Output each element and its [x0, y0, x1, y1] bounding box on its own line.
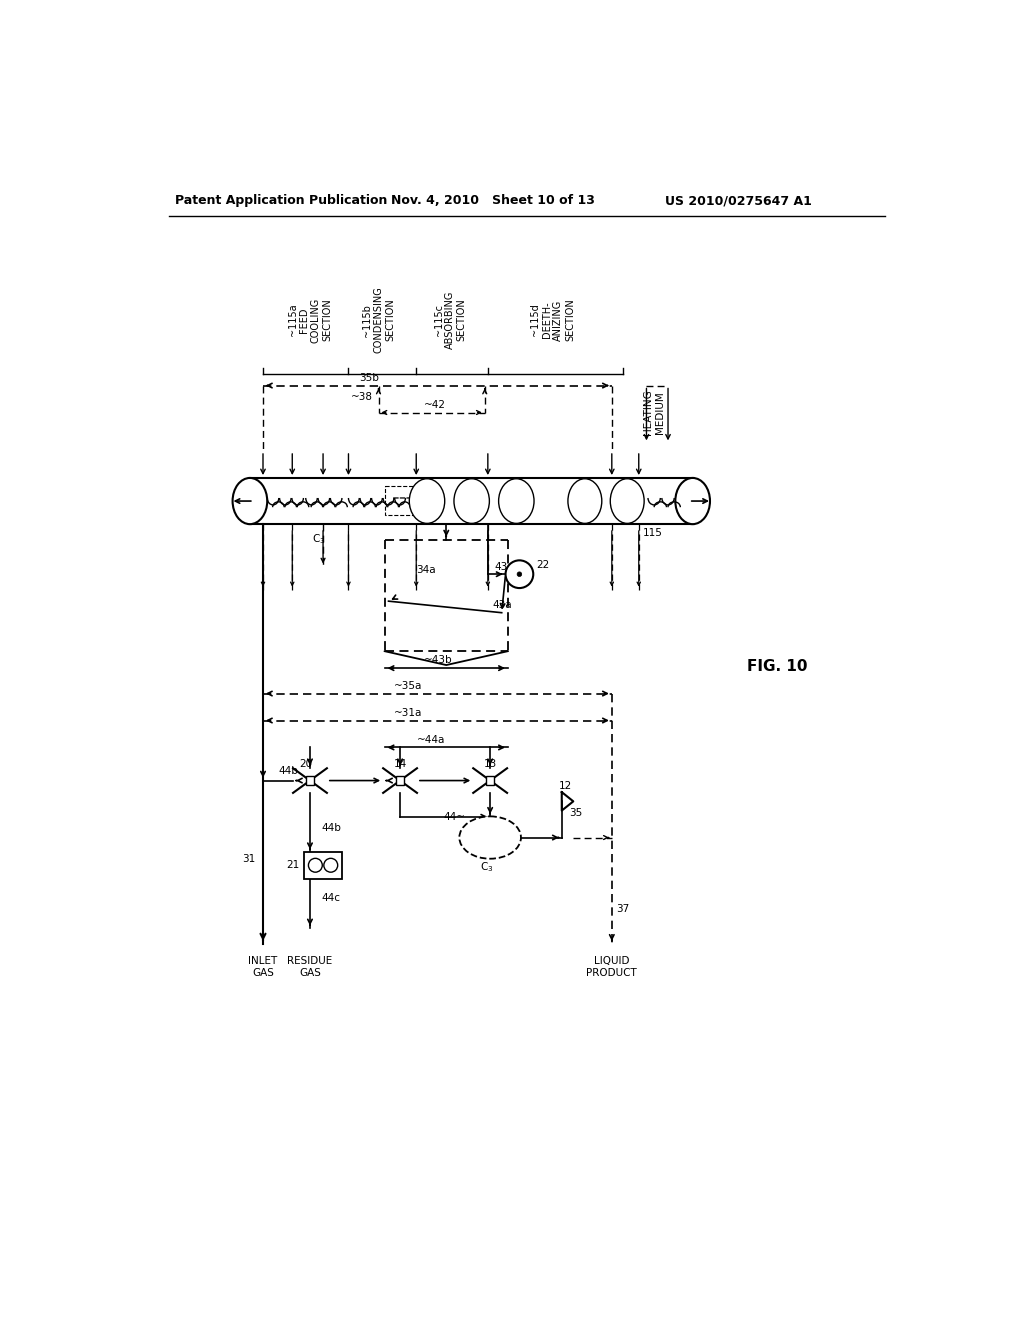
Text: 20: 20 [300, 759, 312, 768]
Text: 35b: 35b [359, 372, 379, 383]
Text: INLET
GAS: INLET GAS [249, 956, 278, 978]
Text: 115: 115 [643, 528, 663, 539]
Text: ~38: ~38 [350, 392, 373, 403]
Text: ~115b
CONDENSING
SECTION: ~115b CONDENSING SECTION [361, 286, 395, 354]
Text: 44~: 44~ [443, 812, 465, 822]
Text: Patent Application Publication: Patent Application Publication [174, 194, 387, 207]
Text: 21: 21 [287, 861, 300, 870]
Text: 34a: 34a [416, 565, 435, 576]
Circle shape [506, 560, 534, 589]
Text: 22: 22 [537, 560, 550, 570]
Text: 43a: 43a [493, 601, 512, 610]
Text: Nov. 4, 2010   Sheet 10 of 13: Nov. 4, 2010 Sheet 10 of 13 [390, 194, 594, 207]
Text: 35: 35 [569, 808, 583, 818]
Ellipse shape [454, 479, 489, 524]
Text: ~43b: ~43b [424, 656, 453, 665]
Text: ~42: ~42 [424, 400, 445, 409]
Ellipse shape [410, 479, 444, 524]
Text: 13: 13 [483, 759, 497, 768]
Ellipse shape [460, 816, 521, 859]
Text: RESIDUE
GAS: RESIDUE GAS [288, 956, 333, 978]
FancyBboxPatch shape [486, 776, 494, 785]
Text: 44c: 44c [322, 892, 341, 903]
Text: 12: 12 [559, 781, 572, 791]
Text: C$_3$: C$_3$ [311, 533, 325, 546]
Text: 31: 31 [242, 854, 255, 865]
Ellipse shape [499, 479, 535, 524]
Text: 41: 41 [414, 504, 427, 513]
Text: 37: 37 [615, 904, 629, 915]
Text: 44b: 44b [322, 824, 341, 833]
Text: 44b: 44b [279, 766, 298, 776]
Ellipse shape [232, 478, 267, 524]
Text: 11: 11 [487, 838, 501, 849]
FancyBboxPatch shape [396, 776, 403, 785]
Text: FIG. 10: FIG. 10 [748, 659, 808, 675]
FancyBboxPatch shape [304, 853, 342, 879]
Text: LIQUID
PRODUCT: LIQUID PRODUCT [587, 956, 637, 978]
Text: HEATING
MEDIUM: HEATING MEDIUM [643, 389, 665, 436]
Text: 34: 34 [487, 825, 501, 834]
Ellipse shape [610, 479, 644, 524]
Ellipse shape [568, 479, 602, 524]
FancyBboxPatch shape [306, 776, 313, 785]
Text: ~35a: ~35a [393, 681, 422, 690]
Text: US 2010/0275647 A1: US 2010/0275647 A1 [666, 194, 812, 207]
Circle shape [517, 572, 521, 577]
Text: ~115a
FEED
COOLING
SECTION: ~115a FEED COOLING SECTION [288, 297, 333, 343]
Text: ~44a: ~44a [417, 735, 445, 744]
Text: 14: 14 [393, 759, 407, 768]
Text: ~115c
ABSORBING
SECTION: ~115c ABSORBING SECTION [433, 290, 467, 350]
Text: ~31a: ~31a [393, 708, 422, 718]
Text: C$_3$: C$_3$ [479, 859, 493, 874]
Text: 43: 43 [494, 561, 507, 572]
Text: ~115d
DEETH-
ANIZING
SECTION: ~115d DEETH- ANIZING SECTION [530, 298, 574, 342]
Ellipse shape [676, 478, 710, 524]
